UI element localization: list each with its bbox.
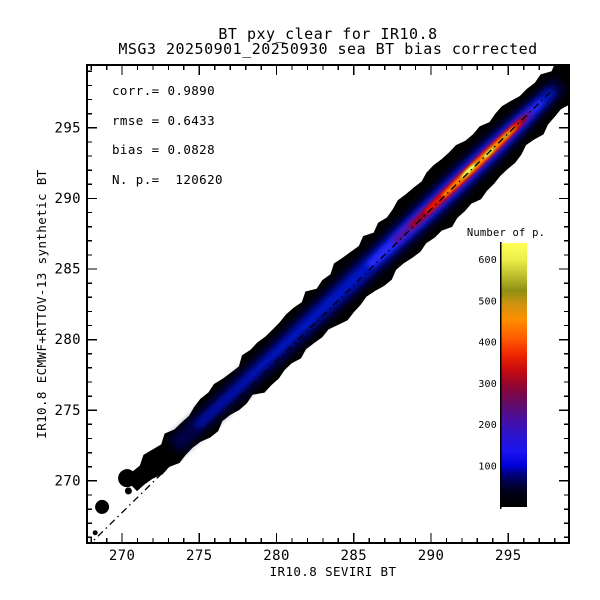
chart-title: BT pxy_clear for IR10.8 <box>218 25 438 43</box>
y-tick-label: 275 <box>55 403 82 419</box>
x-tick-label: 290 <box>418 548 445 564</box>
stat-bias: bias = 0.0828 <box>112 142 216 157</box>
stat-corr: corr.= 0.9890 <box>112 83 216 98</box>
y-tick-label: 295 <box>55 120 82 136</box>
colorbar-gradient <box>501 243 527 507</box>
colorbar-title: Number of p. <box>467 227 545 239</box>
colorbar-tick-label: 300 <box>478 379 497 390</box>
x-axis-label: IR10.8 SEVIRI BT <box>270 564 397 579</box>
density-ridge <box>88 66 568 542</box>
chart-subtitle: MSG3 20250901_20250930 sea BT bias corre… <box>118 40 538 58</box>
y-axis-label: IR10.8 ECMWF+RTTOV-13 synthetic BT <box>34 169 49 439</box>
y-tick-label: 280 <box>55 332 82 348</box>
stat-npoints: N. p.= 120620 <box>112 171 223 187</box>
colorbar-tick-label: 400 <box>478 338 497 349</box>
colorbar-tick-label: 500 <box>478 296 497 307</box>
y-tick-label: 285 <box>55 262 82 278</box>
colorbar-tick-label: 200 <box>478 420 497 431</box>
identity-line <box>88 66 568 542</box>
colorbar-tick-label: 100 <box>478 461 497 472</box>
x-tick-label: 280 <box>263 548 290 564</box>
y-tick-label: 270 <box>55 473 82 489</box>
x-tick-label: 295 <box>495 548 522 564</box>
axes-frame <box>86 64 570 544</box>
x-tick-label: 275 <box>186 548 213 564</box>
x-tick-label: 285 <box>341 548 368 564</box>
colorbar-tick-label: 600 <box>478 255 497 266</box>
stat-rmse: rmse = 0.6433 <box>112 112 216 128</box>
colorbar: Number of p. 100 200 300 400 500 600 <box>467 227 545 509</box>
x-tick-label: 270 <box>109 548 136 564</box>
y-tick-label: 290 <box>55 191 82 207</box>
